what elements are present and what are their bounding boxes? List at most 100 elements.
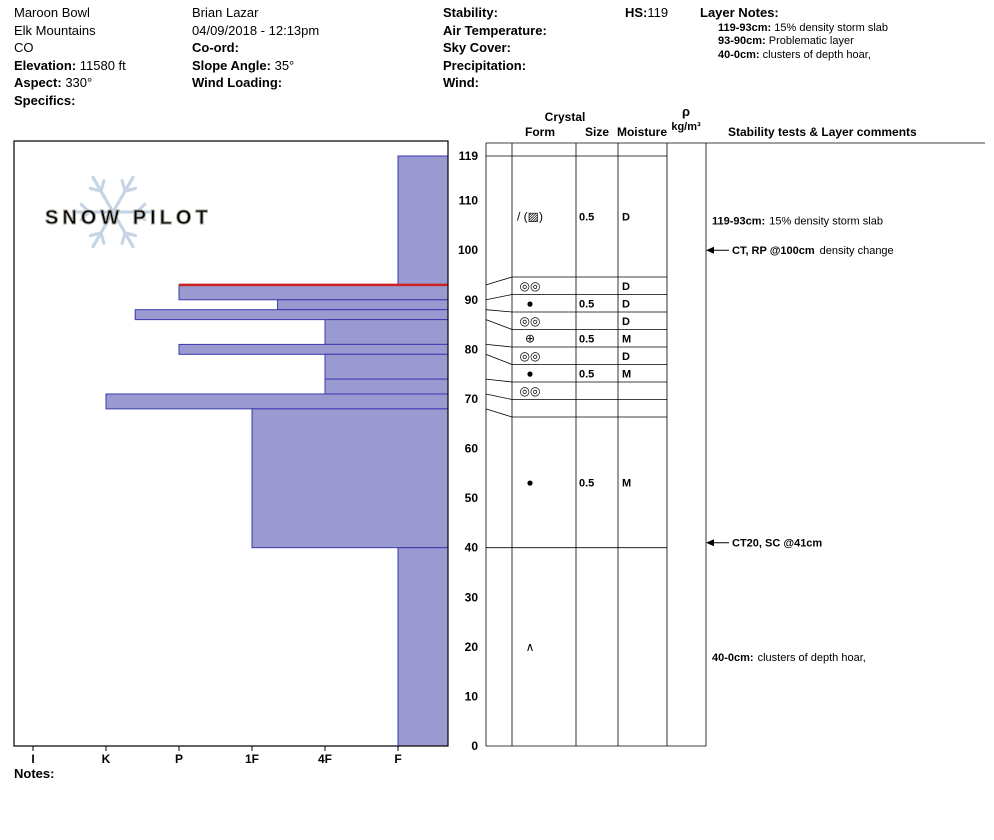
stability-tests: CT, RP @100cm density change CT20, SC @41c… — [706, 245, 894, 550]
hardness-axis-label: 4F — [318, 752, 332, 766]
stability-test-label: CT20, SC @41cm — [732, 538, 822, 550]
elevation-value: 11580 ft — [79, 57, 126, 73]
depth-tick-label: 70 — [465, 392, 479, 406]
layer-note-range: 40-0cm: — [718, 48, 760, 61]
layer-comments: 119-93cm: 15% density storm slab 40-0cm: cl… — [712, 215, 883, 663]
layer-hardness-bar — [251, 408, 449, 549]
hardness-axis-label: I — [31, 752, 34, 766]
footer-notes-label: Notes: — [14, 766, 55, 781]
moisture-value: D — [622, 281, 630, 293]
hardness-axis-label: 1F — [245, 752, 259, 766]
hardness-axis: I K P 1F 4F F — [31, 746, 402, 766]
depth-tick-label: 40 — [465, 541, 479, 555]
grain-size-value: 0.5 — [579, 368, 594, 380]
mountain-range: Elk Mountains — [14, 22, 96, 38]
layer-rows: / (▨) 0.5 D ◎◎ D ● 0.5 D ◎◎ D ⊕ 0.5 M ◎◎ D ● 0.5 M ◎◎ ● 0.5 M… — [517, 210, 631, 654]
precipitation-row: Precipitation: — [443, 57, 547, 75]
snowpilot-watermark: SNOW PILOT — [45, 175, 212, 249]
header-hs-block: HS:119 — [625, 4, 668, 22]
coord-label: Co-ord: — [192, 40, 239, 55]
snowflake-icon — [71, 175, 155, 249]
header-observation-block: Brian Lazar 04/09/2018 - 12:13pm Co-ord:… — [192, 4, 319, 92]
depth-tick-label: 20 — [465, 640, 479, 654]
layer-notes-block: Layer Notes: 119-93cm: 15% density storm… — [700, 4, 888, 62]
layer-note: 119-93cm: 15% density storm slab — [700, 22, 888, 36]
sky-cover-label: Sky Cover: — [443, 40, 511, 55]
grain-form-symbol: ⊕ — [525, 331, 535, 345]
depth-tick-label: 10 — [465, 689, 479, 703]
layer-note-text: 15% density storm slab — [774, 21, 888, 34]
layer-hardness-bar — [397, 155, 449, 286]
moisture-value: D — [622, 351, 630, 363]
stability-test-label: CT, RP @100cm density change — [732, 245, 894, 257]
layer-hardness-bar — [324, 319, 449, 345]
hardness-axis-label: K — [102, 752, 111, 766]
aspect-row: Aspect: 330° — [14, 74, 126, 92]
grain-form-symbol: ◎◎ — [520, 279, 541, 293]
slope-angle-value: 35° — [274, 57, 295, 73]
grain-form-symbol: ◎◎ — [520, 384, 541, 398]
layer-note-text: clusters of depth hoar, — [762, 48, 871, 61]
moisture-value: D — [622, 298, 630, 310]
observation-datetime: 04/09/2018 - 12:13pm — [192, 22, 320, 38]
slope-angle-label: Slope Angle: — [192, 57, 271, 73]
elevation-label: Elevation: — [14, 57, 77, 73]
hardness-axis-label: P — [175, 752, 183, 766]
grain-form-symbol: ∧ — [526, 640, 535, 654]
state: CO — [14, 40, 34, 55]
layer-comment: 40-0cm: clusters of depth hoar, — [712, 652, 866, 664]
layer-hardness-bar — [178, 284, 449, 301]
layer-note-range: 119-93cm: — [718, 21, 772, 34]
grain-form-symbol: ● — [526, 475, 533, 489]
layer-hardness-bar — [397, 547, 449, 747]
test-arrow-icon — [706, 539, 714, 547]
crystal-header: Crystal — [545, 110, 586, 124]
site-name: Maroon Bowl — [14, 5, 90, 20]
precipitation-label: Precipitation: — [443, 57, 527, 73]
aspect-value: 330° — [65, 75, 93, 90]
watermark-text: SNOW PILOT — [45, 207, 212, 229]
density-unit-header: kg/m³ — [671, 121, 701, 133]
layer-note-text: Problematic layer — [768, 35, 854, 47]
aspect-label: Aspect: — [14, 75, 62, 90]
wind-loading-row: Wind Loading: — [192, 74, 319, 92]
depth-tick-label: 60 — [465, 442, 479, 456]
observer-name: Brian Lazar — [192, 5, 259, 20]
tests-comments-header: Stability tests & Layer comments — [728, 125, 917, 139]
depth-tick-label: 0 — [471, 739, 478, 753]
depth-tick-label: 90 — [465, 293, 479, 307]
footer-notes-row: Notes: — [14, 766, 54, 781]
hs-label: HS: — [625, 5, 648, 20]
wind-label: Wind: — [443, 75, 479, 90]
grain-form-symbol: / (▨) — [517, 210, 543, 224]
header-conditions-block: Stability: Air Temperature: Sky Cover: P… — [443, 4, 547, 92]
stability-label: Stability: — [443, 5, 498, 20]
depth-tick-label: 119 — [459, 149, 479, 163]
depth-tick-label: 50 — [465, 491, 479, 505]
hs-value: 119 — [647, 5, 669, 20]
air-temp-row: Air Temperature: — [443, 22, 547, 40]
moisture-value: D — [622, 316, 630, 328]
moisture-value: M — [622, 368, 631, 380]
depth-tick-label: 30 — [465, 590, 479, 604]
wind-row: Wind: — [443, 74, 547, 92]
air-temp-label: Air Temperature: — [443, 22, 547, 38]
hardness-axis-label: F — [394, 752, 401, 766]
moisture-header: Moisture — [617, 125, 667, 139]
test-arrow-icon — [706, 246, 714, 254]
grain-size-value: 0.5 — [579, 333, 594, 345]
layer-notes-title: Layer Notes: — [700, 5, 779, 20]
depth-tick-label: 110 — [459, 194, 479, 208]
moisture-value: M — [622, 333, 631, 345]
grain-size-value: 0.5 — [579, 477, 594, 489]
depth-tick-label: 80 — [465, 342, 479, 356]
header-location-block: Maroon Bowl Elk Mountains CO Elevation: … — [14, 4, 126, 109]
chart-border — [13, 140, 449, 747]
hardness-bars — [105, 155, 449, 747]
wind-loading-label: Wind Loading: — [192, 75, 283, 90]
layer-note-range: 93-90cm: — [718, 35, 766, 47]
layer-hardness-bar — [324, 353, 449, 380]
